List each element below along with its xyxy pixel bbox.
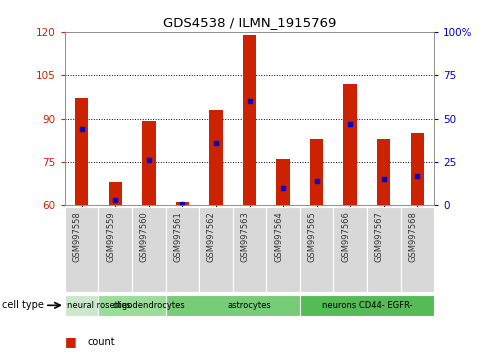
Text: GSM997568: GSM997568	[408, 211, 417, 262]
Text: GSM997564: GSM997564	[274, 211, 283, 262]
Text: GSM997563: GSM997563	[241, 211, 250, 262]
Bar	[166, 295, 333, 316]
Text: GSM997560: GSM997560	[140, 211, 149, 262]
Bar	[233, 207, 266, 292]
Bar	[176, 202, 189, 205]
Bar	[75, 98, 88, 205]
Text: ■: ■	[65, 353, 77, 354]
Bar	[166, 207, 199, 292]
Bar	[108, 182, 122, 205]
Bar	[300, 295, 434, 316]
Text: GSM997558: GSM997558	[73, 211, 82, 262]
Bar	[411, 133, 424, 205]
Bar	[243, 35, 256, 205]
Text: GSM997567: GSM997567	[375, 211, 384, 262]
Text: ■: ■	[65, 335, 77, 348]
Bar	[266, 207, 300, 292]
Text: GSM997566: GSM997566	[341, 211, 350, 262]
Bar	[377, 139, 391, 205]
Bar	[367, 207, 401, 292]
Text: oligodendrocytes: oligodendrocytes	[112, 301, 185, 310]
Text: neurons CD44- EGFR-: neurons CD44- EGFR-	[322, 301, 412, 310]
Text: cell type: cell type	[2, 300, 44, 310]
Bar	[310, 139, 323, 205]
Bar	[300, 207, 333, 292]
Text: GSM997562: GSM997562	[207, 211, 216, 262]
Bar	[132, 207, 166, 292]
Bar	[401, 207, 434, 292]
Text: neural rosettes: neural rosettes	[66, 301, 130, 310]
Bar	[65, 295, 132, 316]
Title: GDS4538 / ILMN_1915769: GDS4538 / ILMN_1915769	[163, 16, 336, 29]
Bar	[98, 295, 199, 316]
Bar	[333, 207, 367, 292]
Text: astrocytes: astrocytes	[228, 301, 271, 310]
Text: GSM997561: GSM997561	[173, 211, 182, 262]
Bar	[276, 159, 290, 205]
Bar	[343, 84, 357, 205]
Bar	[209, 110, 223, 205]
Bar	[199, 207, 233, 292]
Text: GSM997559: GSM997559	[106, 211, 115, 262]
Bar	[98, 207, 132, 292]
Bar	[65, 207, 98, 292]
Bar	[142, 121, 156, 205]
Text: count: count	[87, 337, 115, 347]
Text: GSM997565: GSM997565	[308, 211, 317, 262]
